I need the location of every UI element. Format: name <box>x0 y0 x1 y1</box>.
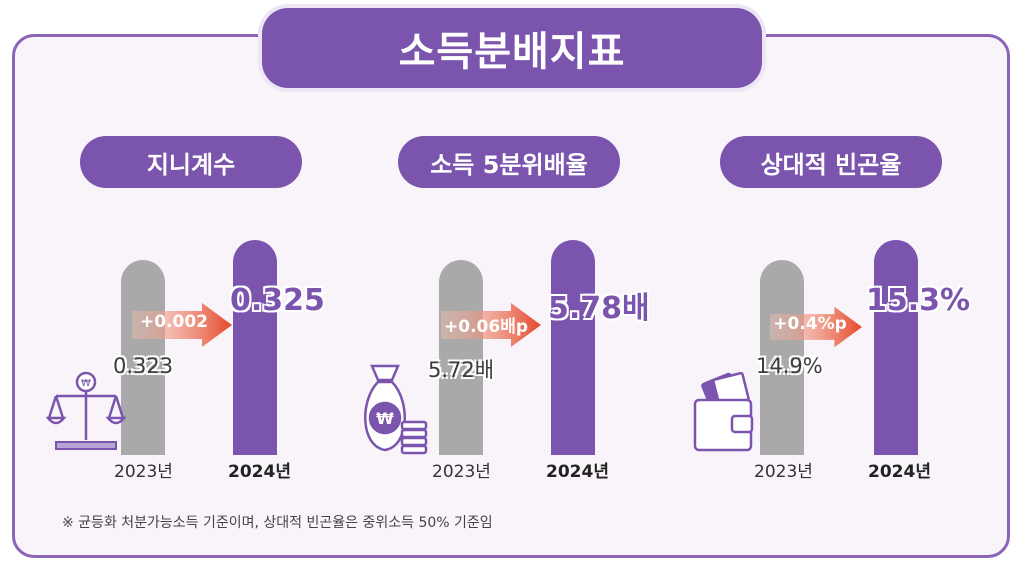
value-2023-quintile: 5.72배 <box>428 358 495 382</box>
value-2024-quintile: 5.78배 <box>548 291 650 326</box>
bar-2024-quintile <box>551 240 595 455</box>
change-label-gini: +0.002 <box>139 312 209 332</box>
panel-title-gini: 지니계수 <box>80 136 302 188</box>
wallet-icon: ₩ <box>693 372 754 452</box>
page-title: 소득분배지표 <box>262 8 762 88</box>
indicator-card <box>12 34 1010 558</box>
increase-arrow-icon <box>132 303 232 347</box>
bar-2024-gini <box>233 240 277 455</box>
change-label-poverty: +0.4%p <box>773 314 847 334</box>
svg-text:₩: ₩ <box>81 378 91 389</box>
value-2023-gini: 0.323 <box>113 354 174 378</box>
change-label-quintile: +0.06배p <box>444 317 528 337</box>
increase-arrow-icon <box>770 306 862 348</box>
bar-2024-poverty <box>874 240 918 455</box>
year-2024-gini: 2024년 <box>228 462 291 482</box>
year-2024-quintile: 2024년 <box>546 462 609 482</box>
svg-text:₩: ₩ <box>376 409 394 428</box>
bar-2023-quintile <box>439 260 483 455</box>
footnote: ※ 균등화 처분가능소득 기준이며, 상대적 빈곤율은 중위소득 50% 기준임 <box>62 515 493 531</box>
scale-icon: ₩ <box>46 371 126 450</box>
bar-2023-gini <box>121 260 165 455</box>
panel-title-quintile: 소득 5분위배율 <box>398 136 620 188</box>
money-bag-icon: ₩ <box>364 364 428 455</box>
year-2023-poverty: 2023년 <box>754 462 813 482</box>
panel-title-poverty: 상대적 빈곤율 <box>720 136 942 188</box>
value-2024-poverty: 15.3% <box>866 283 971 318</box>
year-2024-poverty: 2024년 <box>868 462 931 482</box>
value-2024-gini: 0.325 <box>230 283 325 318</box>
bar-2023-poverty <box>760 260 804 455</box>
year-2023-gini: 2023년 <box>114 462 173 482</box>
value-2023-poverty: 14.9% <box>756 354 823 378</box>
increase-arrow-icon <box>441 303 541 347</box>
year-2023-quintile: 2023년 <box>432 462 491 482</box>
svg-text:₩: ₩ <box>719 390 729 401</box>
